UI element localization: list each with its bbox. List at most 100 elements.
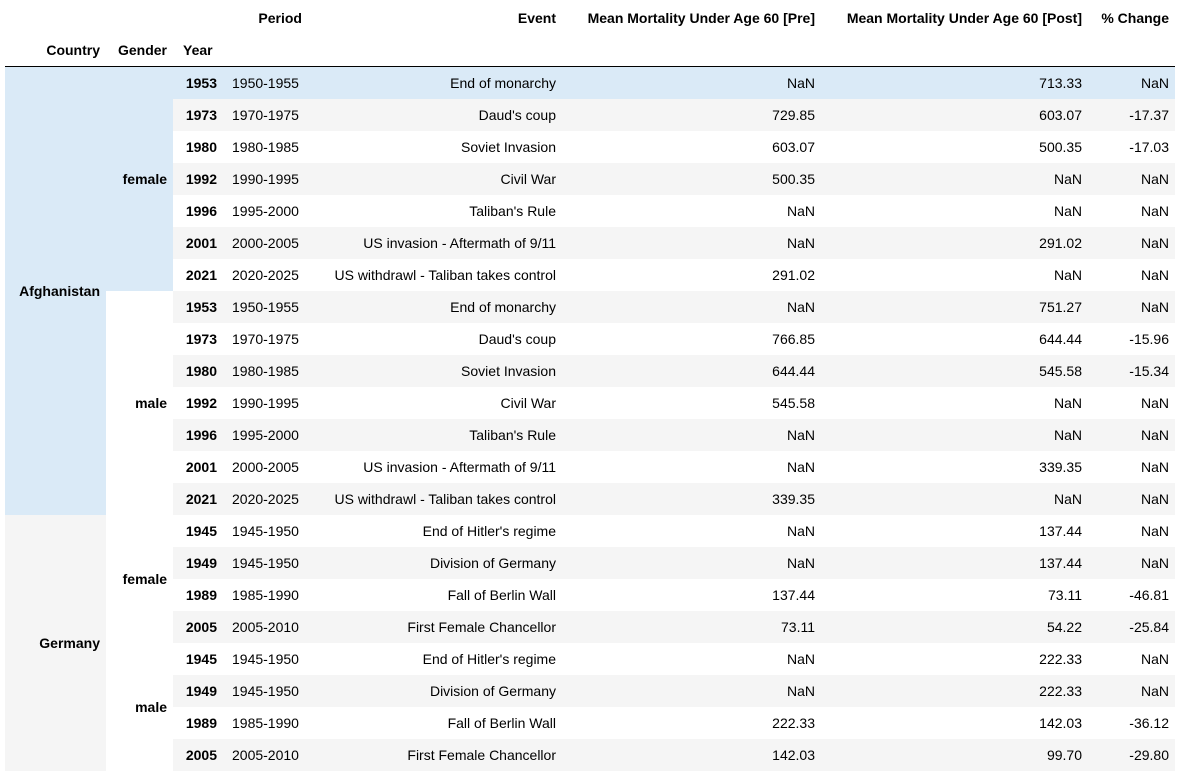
table-row: 1973 1970-1975 Daud's coup 729.85 603.07 -17.… xyxy=(5,99,1175,131)
change-cell: -25.84 xyxy=(1088,611,1175,643)
period-cell: 1970-1975 xyxy=(222,323,308,355)
blank-header xyxy=(562,34,821,67)
table-row: 2001 2000-2005 US invasion - Aftermath of … xyxy=(5,451,1175,483)
period-cell: 2020-2025 xyxy=(222,259,308,291)
post-cell: 142.03 xyxy=(821,707,1088,739)
change-cell: NaN xyxy=(1088,163,1175,195)
post-cell: NaN xyxy=(821,163,1088,195)
pre-cell: NaN xyxy=(562,675,821,707)
pre-cell: NaN xyxy=(562,451,821,483)
gender-label-male: male xyxy=(106,291,173,515)
period-cell: 2020-2025 xyxy=(222,483,308,515)
year-cell: 1949 xyxy=(173,547,222,579)
year-cell: 1992 xyxy=(173,387,222,419)
table-row: Afghanistan female 1953 1950-1955 End of mon… xyxy=(5,66,1175,515)
year-cell: 1996 xyxy=(173,419,222,451)
table-row: 2021 2020-2025 US withdrawl - Taliban take… xyxy=(5,259,1175,291)
gender-label-female: female xyxy=(106,515,173,643)
table-row: 1980 1980-1985 Soviet Invasion 644.44 545.58… xyxy=(5,355,1175,387)
event-cell: Soviet Invasion xyxy=(308,131,562,163)
pre-cell: 222.33 xyxy=(562,707,821,739)
column-header-change[interactable]: % Change xyxy=(1101,10,1169,26)
change-cell: -15.34 xyxy=(1088,355,1175,387)
table-row: 1949 1945-1950 Division of Germany NaN 137.4… xyxy=(5,547,1175,579)
change-cell: -17.03 xyxy=(1088,131,1175,163)
pre-cell: 766.85 xyxy=(562,323,821,355)
event-cell: Soviet Invasion xyxy=(308,355,562,387)
post-cell: 222.33 xyxy=(821,675,1088,707)
year-cell: 1992 xyxy=(173,163,222,195)
period-cell: 1970-1975 xyxy=(222,99,308,131)
year-cell: 2021 xyxy=(173,259,222,291)
year-cell: 2001 xyxy=(173,451,222,483)
event-cell: Daud's coup xyxy=(308,99,562,131)
period-cell: 1990-1995 xyxy=(222,387,308,419)
event-cell: US invasion - Aftermath of 9/11 xyxy=(308,451,562,483)
index-header-country[interactable]: Country xyxy=(5,34,106,67)
change-cell: NaN xyxy=(1088,515,1175,547)
pre-cell: NaN xyxy=(562,515,821,547)
column-header-pre[interactable]: Mean Mortality Under Age 60 [Pre] xyxy=(587,10,815,26)
post-cell: 99.70 xyxy=(821,739,1088,771)
column-header-event[interactable]: Event xyxy=(517,10,556,26)
event-cell: End of Hitler's regime xyxy=(308,515,562,547)
post-cell: NaN xyxy=(821,483,1088,515)
event-cell: Fall of Berlin Wall xyxy=(308,579,562,611)
event-cell: US withdrawl - Taliban takes control xyxy=(308,483,562,515)
pre-cell: 73.11 xyxy=(562,611,821,643)
change-cell: NaN xyxy=(1088,66,1175,99)
table-row: male 1953 1950-1955 End of monarchy NaN 751.2… xyxy=(5,291,1175,515)
post-cell: 339.35 xyxy=(821,451,1088,483)
year-cell: 1973 xyxy=(173,99,222,131)
pre-cell: 339.35 xyxy=(562,483,821,515)
table-row: 2001 2000-2005 US invasion - Aftermath of … xyxy=(5,227,1175,259)
change-cell: NaN xyxy=(1088,483,1175,515)
pre-cell: NaN xyxy=(562,419,821,451)
table-header: Period Event Mean Mortality Under Age 60… xyxy=(5,2,1175,67)
index-header-gender[interactable]: Gender xyxy=(106,34,173,67)
event-cell: End of Hitler's regime xyxy=(308,643,562,675)
change-cell: NaN xyxy=(1088,451,1175,483)
change-cell: -17.37 xyxy=(1088,99,1175,131)
event-cell: End of monarchy xyxy=(308,291,562,323)
period-cell: 1995-2000 xyxy=(222,419,308,451)
column-header-post[interactable]: Mean Mortality Under Age 60 [Post] xyxy=(846,10,1082,26)
index-header-row: Country Gender Year xyxy=(5,34,1175,67)
period-cell: 2000-2005 xyxy=(222,227,308,259)
post-cell: 222.33 xyxy=(821,643,1088,675)
event-cell: Taliban's Rule xyxy=(308,419,562,451)
period-cell: 1995-2000 xyxy=(222,195,308,227)
column-header-period[interactable]: Period xyxy=(258,10,302,26)
blank-header xyxy=(5,2,106,34)
pre-cell: 729.85 xyxy=(562,99,821,131)
year-cell: 1953 xyxy=(173,291,222,323)
event-cell: US withdrawl - Taliban takes control xyxy=(308,259,562,291)
table-row: 1996 1995-2000 Taliban's Rule NaN NaN NaN xyxy=(5,419,1175,451)
post-cell: 500.35 xyxy=(821,131,1088,163)
table-row: 1992 1990-1995 Civil War 500.35 NaN NaN xyxy=(5,163,1175,195)
change-cell: -36.12 xyxy=(1088,707,1175,739)
post-cell: 54.22 xyxy=(821,611,1088,643)
period-cell: 1950-1955 xyxy=(222,66,308,99)
event-cell: Taliban's Rule xyxy=(308,195,562,227)
pre-cell: 500.35 xyxy=(562,163,821,195)
year-cell: 1953 xyxy=(173,66,222,99)
change-cell: NaN xyxy=(1088,259,1175,291)
period-cell: 1945-1950 xyxy=(222,675,308,707)
change-cell: NaN xyxy=(1088,675,1175,707)
event-cell: Daud's coup xyxy=(308,323,562,355)
pre-cell: NaN xyxy=(562,643,821,675)
change-cell: -29.80 xyxy=(1088,739,1175,771)
period-cell: 1950-1955 xyxy=(222,291,308,323)
change-cell: NaN xyxy=(1088,547,1175,579)
pre-cell: 137.44 xyxy=(562,579,821,611)
index-header-year[interactable]: Year xyxy=(173,34,222,67)
gender-label-male: male xyxy=(106,643,173,771)
event-cell: First Female Chancellor xyxy=(308,611,562,643)
table-row: 1989 1985-1990 Fall of Berlin Wall 137.44 73… xyxy=(5,579,1175,611)
year-cell: 2005 xyxy=(173,739,222,771)
country-label-afghanistan: Afghanistan xyxy=(5,66,106,515)
period-cell: 1980-1985 xyxy=(222,131,308,163)
event-cell: Division of Germany xyxy=(308,547,562,579)
pre-cell: NaN xyxy=(562,547,821,579)
